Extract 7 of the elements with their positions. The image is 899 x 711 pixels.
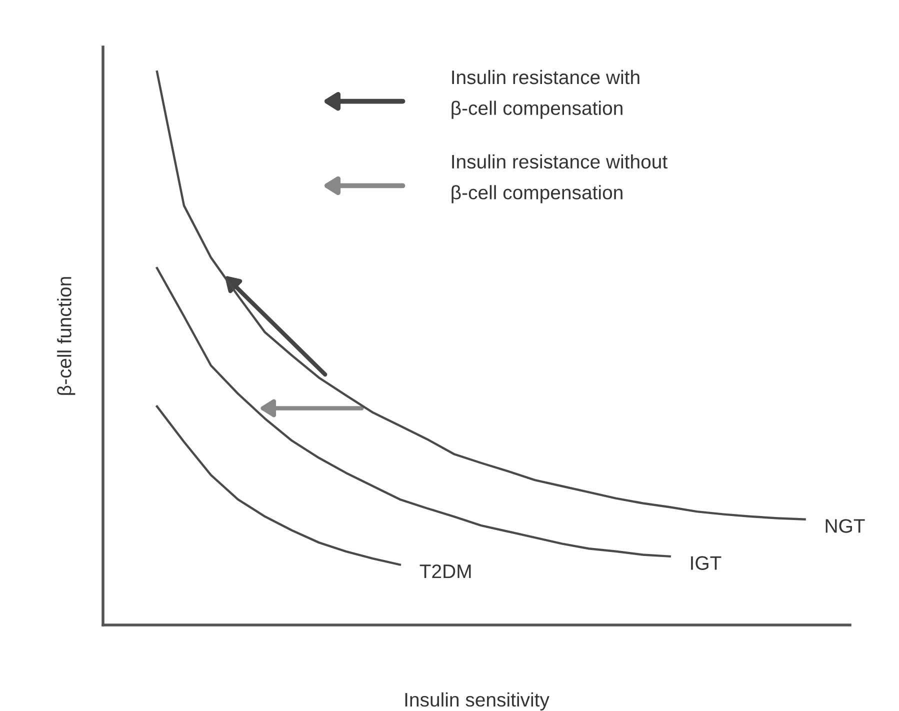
series-label: NGT <box>826 519 865 533</box>
series-label: IGT <box>691 556 722 570</box>
annotation: Insulin resistance with β-cell compensation <box>452 70 640 119</box>
y-axis-title: β-cell function <box>57 277 76 395</box>
annotation: Insulin resistance without β-cell compensation <box>452 154 668 204</box>
x-axis-title: Insulin sensitivity <box>405 692 550 710</box>
series-label: T2DM <box>420 564 471 578</box>
